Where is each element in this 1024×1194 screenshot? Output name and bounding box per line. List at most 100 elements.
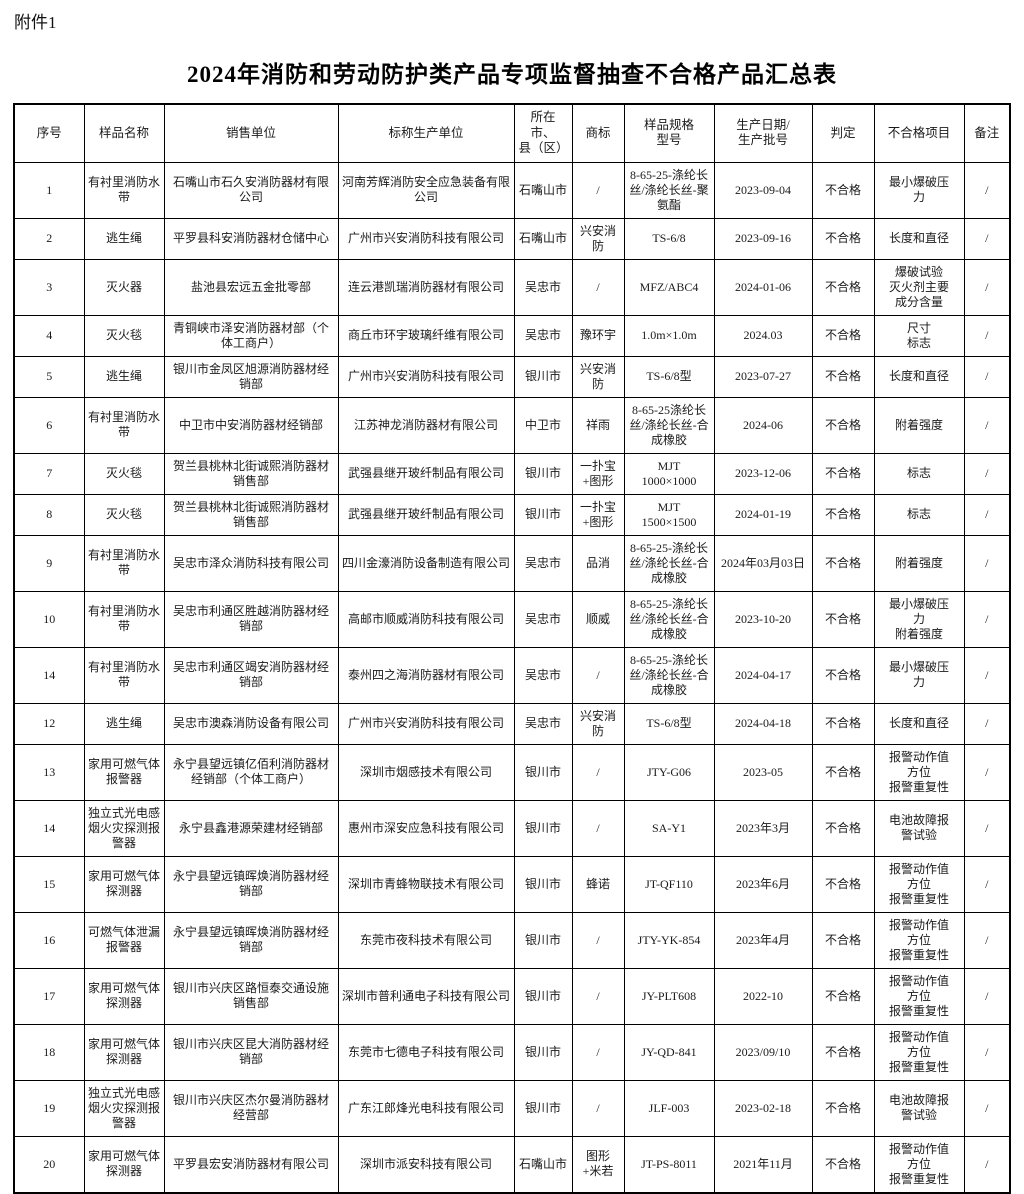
cell-name: 有衬里消防水带 bbox=[83, 396, 165, 454]
table-row: 17 家用可燃气体探测器 银川市兴庆区路恒泰交通设施销售部 深圳市普利通电子科技有限公… bbox=[13, 967, 1011, 1025]
cell-no: 19 bbox=[13, 1079, 85, 1137]
cell-items: 报警动作值 方位 报警重复性 bbox=[873, 743, 965, 801]
cell-maker: 广州市兴安消防科技有限公司 bbox=[337, 702, 515, 745]
cell-spec: SA-Y1 bbox=[623, 799, 715, 857]
cell-brand: 祥雨 bbox=[571, 396, 625, 454]
cell-date: 2023-12-06 bbox=[713, 452, 813, 495]
cell-city: 石嘴山市 bbox=[513, 161, 573, 219]
cell-date: 2023-09-16 bbox=[713, 217, 813, 260]
cell-items: 报警动作值 方位 报警重复性 bbox=[873, 1135, 965, 1194]
cell-no: 14 bbox=[13, 646, 85, 704]
cell-seller: 银川市兴庆区杰尔曼消防器材经营部 bbox=[163, 1079, 339, 1137]
column-header-note: 备注 bbox=[963, 103, 1011, 163]
cell-no: 8 bbox=[13, 493, 85, 536]
cell-note: / bbox=[963, 217, 1011, 260]
column-header-seller: 销售单位 bbox=[163, 103, 339, 163]
table-row: 1 有衬里消防水带 石嘴山市石久安消防器材有限公司 河南芳辉消防安全应急装备有限公司石… bbox=[13, 161, 1011, 219]
cell-date: 2021年11月 bbox=[713, 1135, 813, 1194]
cell-no: 9 bbox=[13, 534, 85, 592]
cell-brand: 品消 bbox=[571, 534, 625, 592]
cell-maker: 广东江郎烽光电科技有限公司 bbox=[337, 1079, 515, 1137]
cell-items: 报警动作值 方位 报警重复性 bbox=[873, 911, 965, 969]
column-header-date: 生产日期/ 生产批号 bbox=[713, 103, 813, 163]
cell-city: 银川市 bbox=[513, 855, 573, 913]
cell-items: 标志 bbox=[873, 452, 965, 495]
cell-verdict: 不合格 bbox=[811, 590, 875, 648]
cell-name: 有衬里消防水带 bbox=[83, 161, 165, 219]
table-row: 12 逃生绳 吴忠市澳森消防设备有限公司 广州市兴安消防科技有限公司 吴忠市 兴安消防 TS… bbox=[13, 702, 1011, 745]
cell-note: / bbox=[963, 646, 1011, 704]
cell-note: / bbox=[963, 396, 1011, 454]
cell-spec: JY-QD-841 bbox=[623, 1023, 715, 1081]
cell-no: 1 bbox=[13, 161, 85, 219]
column-header-city: 所在市、 县（区） bbox=[513, 103, 573, 163]
cell-seller: 吴忠市泽众消防科技有限公司 bbox=[163, 534, 339, 592]
cell-date: 2023-02-18 bbox=[713, 1079, 813, 1137]
cell-seller: 贺兰县桃林北街诚熙消防器材销售部 bbox=[163, 493, 339, 536]
cell-seller: 平罗县宏安消防器材有限公司 bbox=[163, 1135, 339, 1194]
cell-city: 吴忠市 bbox=[513, 590, 573, 648]
cell-spec: MJT 1500×1500 bbox=[623, 493, 715, 536]
cell-items: 电池故障报警试验 bbox=[873, 799, 965, 857]
cell-city: 石嘴山市 bbox=[513, 1135, 573, 1194]
cell-items: 长度和直径 bbox=[873, 702, 965, 745]
cell-seller: 吴忠市利通区胜越消防器材经销部 bbox=[163, 590, 339, 648]
cell-city: 吴忠市 bbox=[513, 646, 573, 704]
cell-note: / bbox=[963, 314, 1011, 357]
cell-maker: 东莞市夜科技术有限公司 bbox=[337, 911, 515, 969]
cell-items: 最小爆破压力 bbox=[873, 646, 965, 704]
table-row: 3 灭火器 盐池县宏远五金批零部 连云港凯瑞消防器材有限公司 吴忠市 / MFZ/ABC4 2… bbox=[13, 258, 1011, 316]
cell-seller: 永宁县鑫港源荣建材经销部 bbox=[163, 799, 339, 857]
table-row: 8 灭火毯 贺兰县桃林北街诚熙消防器材销售部 武强县继开玻纤制品有限公司 银川市 一扑宝 … bbox=[13, 493, 1011, 536]
column-header-verdict: 判定 bbox=[811, 103, 875, 163]
cell-note: / bbox=[963, 590, 1011, 648]
cell-note: / bbox=[963, 1023, 1011, 1081]
cell-date: 2023年6月 bbox=[713, 855, 813, 913]
cell-verdict: 不合格 bbox=[811, 855, 875, 913]
cell-spec: JLF-003 bbox=[623, 1079, 715, 1137]
cell-brand: 图形 +米若 bbox=[571, 1135, 625, 1194]
cell-city: 银川市 bbox=[513, 355, 573, 398]
cell-note: / bbox=[963, 1135, 1011, 1194]
column-header-items: 不合格项目 bbox=[873, 103, 965, 163]
cell-maker: 广州市兴安消防科技有限公司 bbox=[337, 355, 515, 398]
cell-name: 家用可燃气体探测器 bbox=[83, 967, 165, 1025]
cell-date: 2024-06 bbox=[713, 396, 813, 454]
column-header-maker: 标称生产单位 bbox=[337, 103, 515, 163]
cell-verdict: 不合格 bbox=[811, 702, 875, 745]
cell-verdict: 不合格 bbox=[811, 493, 875, 536]
cell-no: 5 bbox=[13, 355, 85, 398]
cell-name: 灭火毯 bbox=[83, 314, 165, 357]
cell-maker: 河南芳辉消防安全应急装备有限公司 bbox=[337, 161, 515, 219]
cell-brand: 兴安消防 bbox=[571, 217, 625, 260]
cell-no: 7 bbox=[13, 452, 85, 495]
cell-maker: 泰州四之海消防器材有限公司 bbox=[337, 646, 515, 704]
cell-brand: / bbox=[571, 258, 625, 316]
cell-seller: 永宁县望远镇晖焕消防器材经销部 bbox=[163, 911, 339, 969]
cell-verdict: 不合格 bbox=[811, 1135, 875, 1194]
cell-date: 2022-10 bbox=[713, 967, 813, 1025]
document-page: { "page": { "attachment_label": "附件1", "… bbox=[0, 8, 1024, 1194]
cell-date: 2024年03月03日 bbox=[713, 534, 813, 592]
cell-spec: TS-6/8 bbox=[623, 217, 715, 260]
cell-brand: / bbox=[571, 911, 625, 969]
cell-seller: 银川市兴庆区昆大消防器材经销部 bbox=[163, 1023, 339, 1081]
cell-items: 最小爆破压力 附着强度 bbox=[873, 590, 965, 648]
cell-name: 独立式光电感烟火灾探测报警器 bbox=[83, 1079, 165, 1137]
cell-maker: 深圳市普利通电子科技有限公司 bbox=[337, 967, 515, 1025]
cell-date: 2023年4月 bbox=[713, 911, 813, 969]
cell-note: / bbox=[963, 258, 1011, 316]
cell-no: 2 bbox=[13, 217, 85, 260]
cell-seller: 贺兰县桃林北街诚熙消防器材销售部 bbox=[163, 452, 339, 495]
table-row: 5 逃生绳 银川市金凤区旭源消防器材经销部 广州市兴安消防科技有限公司 银川市 兴安消防 T… bbox=[13, 355, 1011, 398]
cell-name: 家用可燃气体探测器 bbox=[83, 1023, 165, 1081]
cell-name: 灭火毯 bbox=[83, 493, 165, 536]
cell-note: / bbox=[963, 967, 1011, 1025]
cell-seller: 中卫市中安消防器材经销部 bbox=[163, 396, 339, 454]
cell-items: 尺寸 标志 bbox=[873, 314, 965, 357]
cell-items: 附着强度 bbox=[873, 396, 965, 454]
cell-no: 16 bbox=[13, 911, 85, 969]
cell-note: / bbox=[963, 452, 1011, 495]
cell-brand: / bbox=[571, 743, 625, 801]
cell-maker: 东莞市七德电子科技有限公司 bbox=[337, 1023, 515, 1081]
